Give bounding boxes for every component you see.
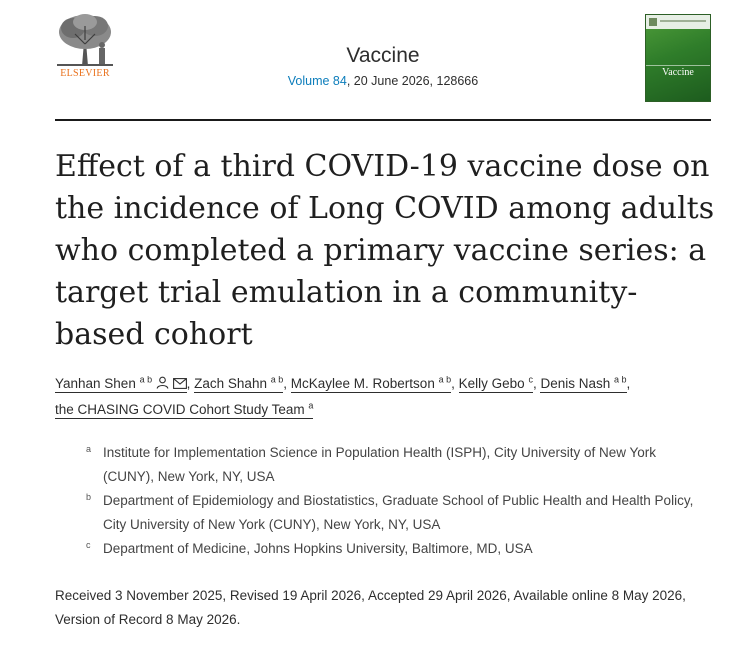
author-list: Yanhan Shen a b , Zach Shahn a b, McKayl… — [55, 371, 715, 422]
person-icon — [156, 372, 169, 397]
affiliation-item: c Department of Medicine, Johns Hopkins … — [86, 537, 706, 561]
journal-meta: Volume 84, 20 June 2026, 128666 — [55, 74, 711, 88]
journal-title[interactable]: Vaccine — [346, 44, 420, 67]
affiliation-label: a — [86, 444, 92, 454]
author-link[interactable]: Yanhan Shen a b — [55, 375, 187, 393]
elsevier-tree-logo — [57, 14, 113, 66]
author-link[interactable]: Denis Nash a b — [540, 374, 627, 393]
issue-date-id: , 20 June 2026, 128666 — [346, 74, 479, 88]
author-link[interactable]: McKaylee M. Robertson a b — [290, 374, 452, 393]
elsevier-logo[interactable]: ELSEVIER — [55, 12, 115, 82]
journal-header: ELSEVIER Vaccine Volume 84, 20 June 2026… — [55, 12, 711, 104]
affiliation-item: a Institute for Implementation Science i… — [86, 441, 706, 489]
affiliation-item: b Department of Epidemiology and Biostat… — [86, 489, 706, 537]
volume-link[interactable]: Volume 84 — [287, 74, 347, 88]
publisher-name: ELSEVIER — [60, 68, 110, 79]
envelope-icon — [172, 372, 187, 397]
journal-cover-image[interactable]: Vaccine — [645, 14, 711, 102]
article-history: Received 3 November 2025, Revised 19 Apr… — [55, 588, 686, 627]
author-link[interactable]: the CHASING COVID Cohort Study Team a — [55, 400, 314, 419]
cover-journal-name: Vaccine — [662, 67, 694, 78]
affiliation-text: Department of Medicine, Johns Hopkins Un… — [103, 541, 533, 556]
header-divider — [55, 119, 711, 121]
author-link[interactable]: Zach Shahn a b — [194, 374, 284, 393]
affiliation-text: Department of Epidemiology and Biostatis… — [103, 493, 694, 532]
affiliation-label: c — [86, 540, 91, 550]
author-link[interactable]: Kelly Gebo c — [458, 374, 533, 393]
affiliation-list: a Institute for Implementation Science i… — [86, 441, 706, 561]
affiliation-text: Institute for Implementation Science in … — [103, 445, 656, 484]
affiliation-label: b — [86, 492, 92, 502]
article-title: Effect of a third COVID-19 vaccine dose … — [55, 149, 715, 352]
